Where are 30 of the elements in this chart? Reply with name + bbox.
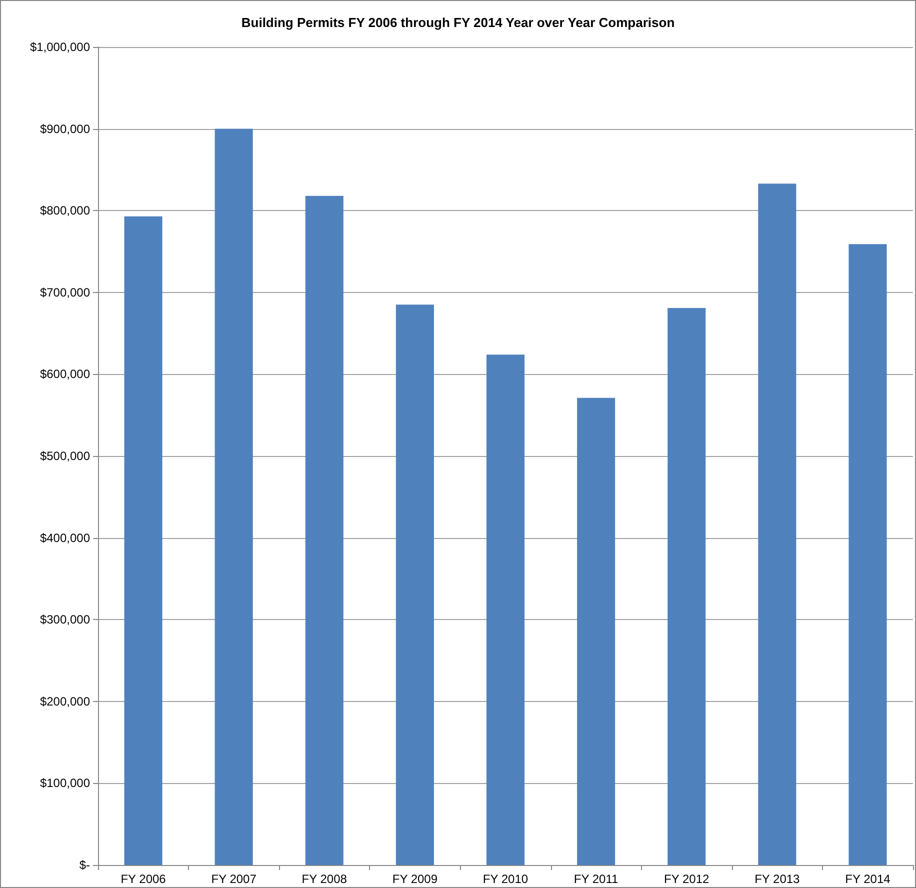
y-tick-label: $700,000 <box>40 285 90 300</box>
y-tick-label: $600,000 <box>40 367 90 382</box>
y-tick-label: $1,000,000 <box>30 40 90 54</box>
x-tick-label: FY 2012 <box>664 872 710 886</box>
y-tick-label: $400,000 <box>40 530 90 545</box>
bar <box>305 196 344 865</box>
bar <box>848 244 887 865</box>
chart-title: Building Permits FY 2006 through FY 2014 Year over Year Comparison <box>241 15 675 30</box>
y-tick-label: $900,000 <box>40 122 90 136</box>
y-tick-label: $300,000 <box>40 612 90 627</box>
bar <box>758 184 796 865</box>
x-tick-label: FY 2013 <box>754 872 800 886</box>
bar <box>668 308 706 865</box>
bar <box>486 354 525 865</box>
y-tick-label: $500,000 <box>40 449 90 463</box>
y-tick-label: $- <box>79 858 90 872</box>
x-tick-label: FY 2007 <box>211 872 257 886</box>
x-tick-label: FY 2014 <box>845 872 891 886</box>
bar <box>214 128 253 865</box>
x-tick-label: FY 2009 <box>392 872 438 886</box>
x-tick-label: FY 2010 <box>482 872 528 886</box>
x-tick-label: FY 2008 <box>302 872 348 886</box>
y-tick-label: $100,000 <box>40 776 90 790</box>
x-tick-label: FY 2011 <box>574 872 619 886</box>
bar <box>124 216 162 865</box>
x-tick-label: FY 2006 <box>120 872 166 886</box>
bar <box>396 304 434 865</box>
bar <box>577 398 616 865</box>
y-tick-label: $200,000 <box>40 694 90 708</box>
y-tick-label: $800,000 <box>40 204 90 218</box>
